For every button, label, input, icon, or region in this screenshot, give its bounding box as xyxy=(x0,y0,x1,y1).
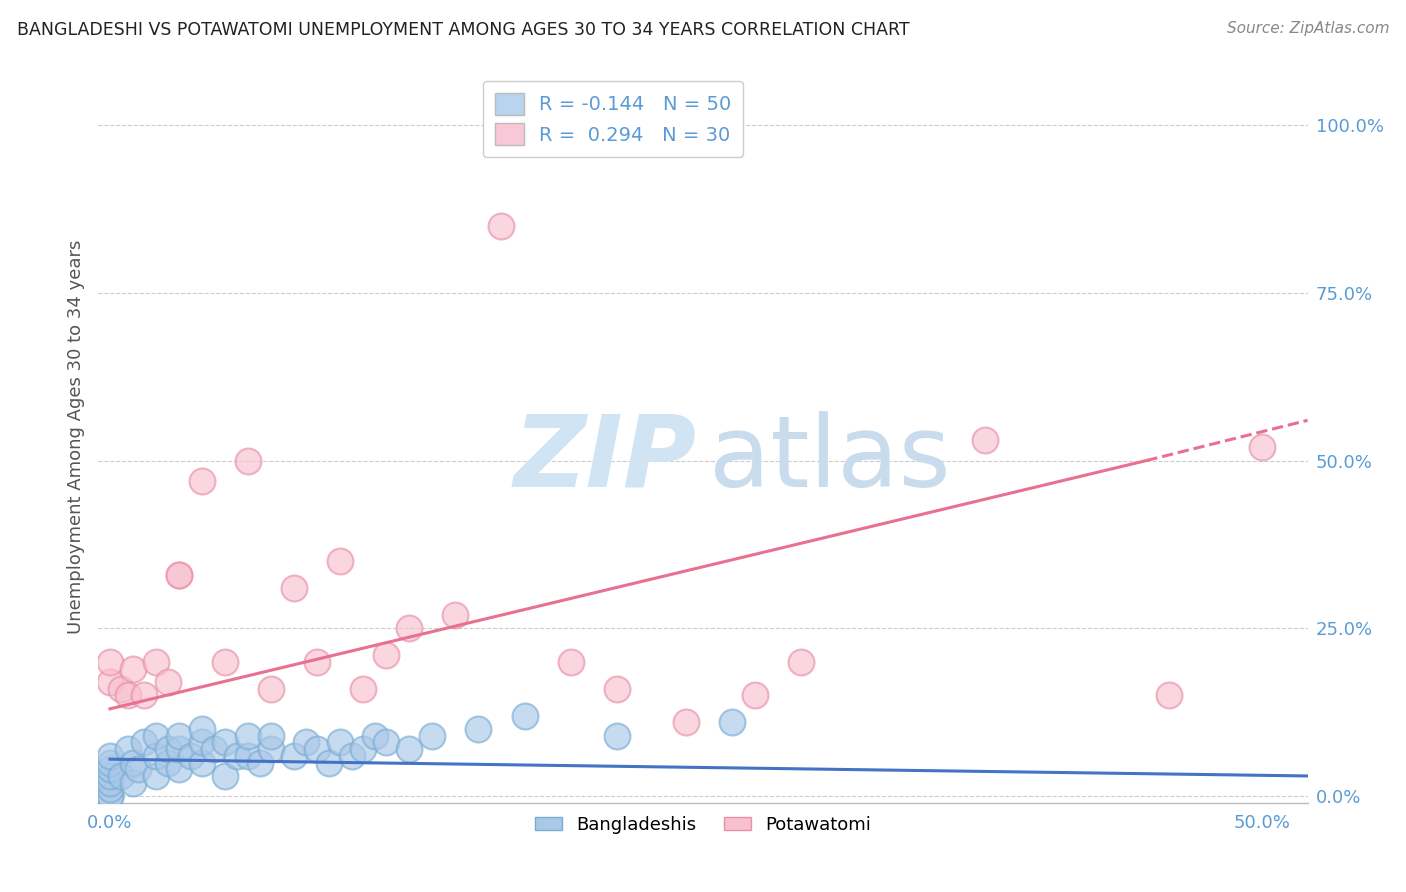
Point xyxy=(260,742,283,756)
Text: ZIP: ZIP xyxy=(515,410,697,508)
Point xyxy=(98,775,121,789)
Legend: Bangladeshis, Potawatomi: Bangladeshis, Potawatomi xyxy=(527,809,879,841)
Point xyxy=(422,729,444,743)
Point xyxy=(156,675,179,690)
Point xyxy=(167,729,190,743)
Point xyxy=(467,722,489,736)
Point xyxy=(98,789,121,803)
Point xyxy=(225,748,247,763)
Point xyxy=(606,729,628,743)
Point xyxy=(260,681,283,696)
Point xyxy=(202,742,225,756)
Point xyxy=(167,567,190,582)
Point xyxy=(145,769,167,783)
Point xyxy=(375,735,398,749)
Point xyxy=(513,708,536,723)
Point xyxy=(191,756,214,770)
Point xyxy=(156,756,179,770)
Point xyxy=(167,762,190,776)
Point xyxy=(98,756,121,770)
Point xyxy=(329,735,352,749)
Point xyxy=(720,715,742,730)
Point xyxy=(307,655,329,669)
Point xyxy=(191,735,214,749)
Point xyxy=(329,554,352,568)
Point xyxy=(117,742,139,756)
Y-axis label: Unemployment Among Ages 30 to 34 years: Unemployment Among Ages 30 to 34 years xyxy=(66,240,84,634)
Point xyxy=(744,689,766,703)
Point xyxy=(145,655,167,669)
Point xyxy=(98,769,121,783)
Text: BANGLADESHI VS POTAWATOMI UNEMPLOYMENT AMONG AGES 30 TO 34 YEARS CORRELATION CHA: BANGLADESHI VS POTAWATOMI UNEMPLOYMENT A… xyxy=(17,21,910,38)
Point xyxy=(145,729,167,743)
Point xyxy=(606,681,628,696)
Point xyxy=(98,655,121,669)
Point xyxy=(191,722,214,736)
Point xyxy=(352,681,374,696)
Point xyxy=(167,567,190,582)
Point xyxy=(98,762,121,776)
Point xyxy=(180,748,202,763)
Text: atlas: atlas xyxy=(709,410,950,508)
Point xyxy=(122,775,145,789)
Text: Source: ZipAtlas.com: Source: ZipAtlas.com xyxy=(1226,21,1389,36)
Point xyxy=(560,655,582,669)
Point xyxy=(318,756,340,770)
Point xyxy=(790,655,813,669)
Point xyxy=(283,581,305,595)
Point xyxy=(98,748,121,763)
Point xyxy=(98,675,121,690)
Point xyxy=(398,742,420,756)
Point xyxy=(974,434,997,448)
Point xyxy=(191,474,214,488)
Point xyxy=(1159,689,1181,703)
Point xyxy=(398,621,420,635)
Point xyxy=(236,729,259,743)
Point xyxy=(214,769,236,783)
Point xyxy=(1250,440,1272,454)
Point xyxy=(98,782,121,797)
Point xyxy=(110,681,132,696)
Point xyxy=(340,748,363,763)
Point xyxy=(134,735,156,749)
Point xyxy=(110,769,132,783)
Point xyxy=(249,756,271,770)
Point xyxy=(214,735,236,749)
Point xyxy=(156,742,179,756)
Point xyxy=(307,742,329,756)
Point xyxy=(122,662,145,676)
Point xyxy=(167,742,190,756)
Point xyxy=(283,748,305,763)
Point xyxy=(352,742,374,756)
Point xyxy=(98,789,121,803)
Point xyxy=(134,689,156,703)
Point xyxy=(214,655,236,669)
Point xyxy=(364,729,387,743)
Point xyxy=(294,735,316,749)
Point xyxy=(260,729,283,743)
Point xyxy=(122,756,145,770)
Point xyxy=(444,607,467,622)
Point xyxy=(236,748,259,763)
Point xyxy=(491,219,513,233)
Point xyxy=(675,715,697,730)
Point xyxy=(117,689,139,703)
Point xyxy=(236,453,259,467)
Point xyxy=(145,748,167,763)
Point xyxy=(375,648,398,662)
Point xyxy=(127,762,149,776)
